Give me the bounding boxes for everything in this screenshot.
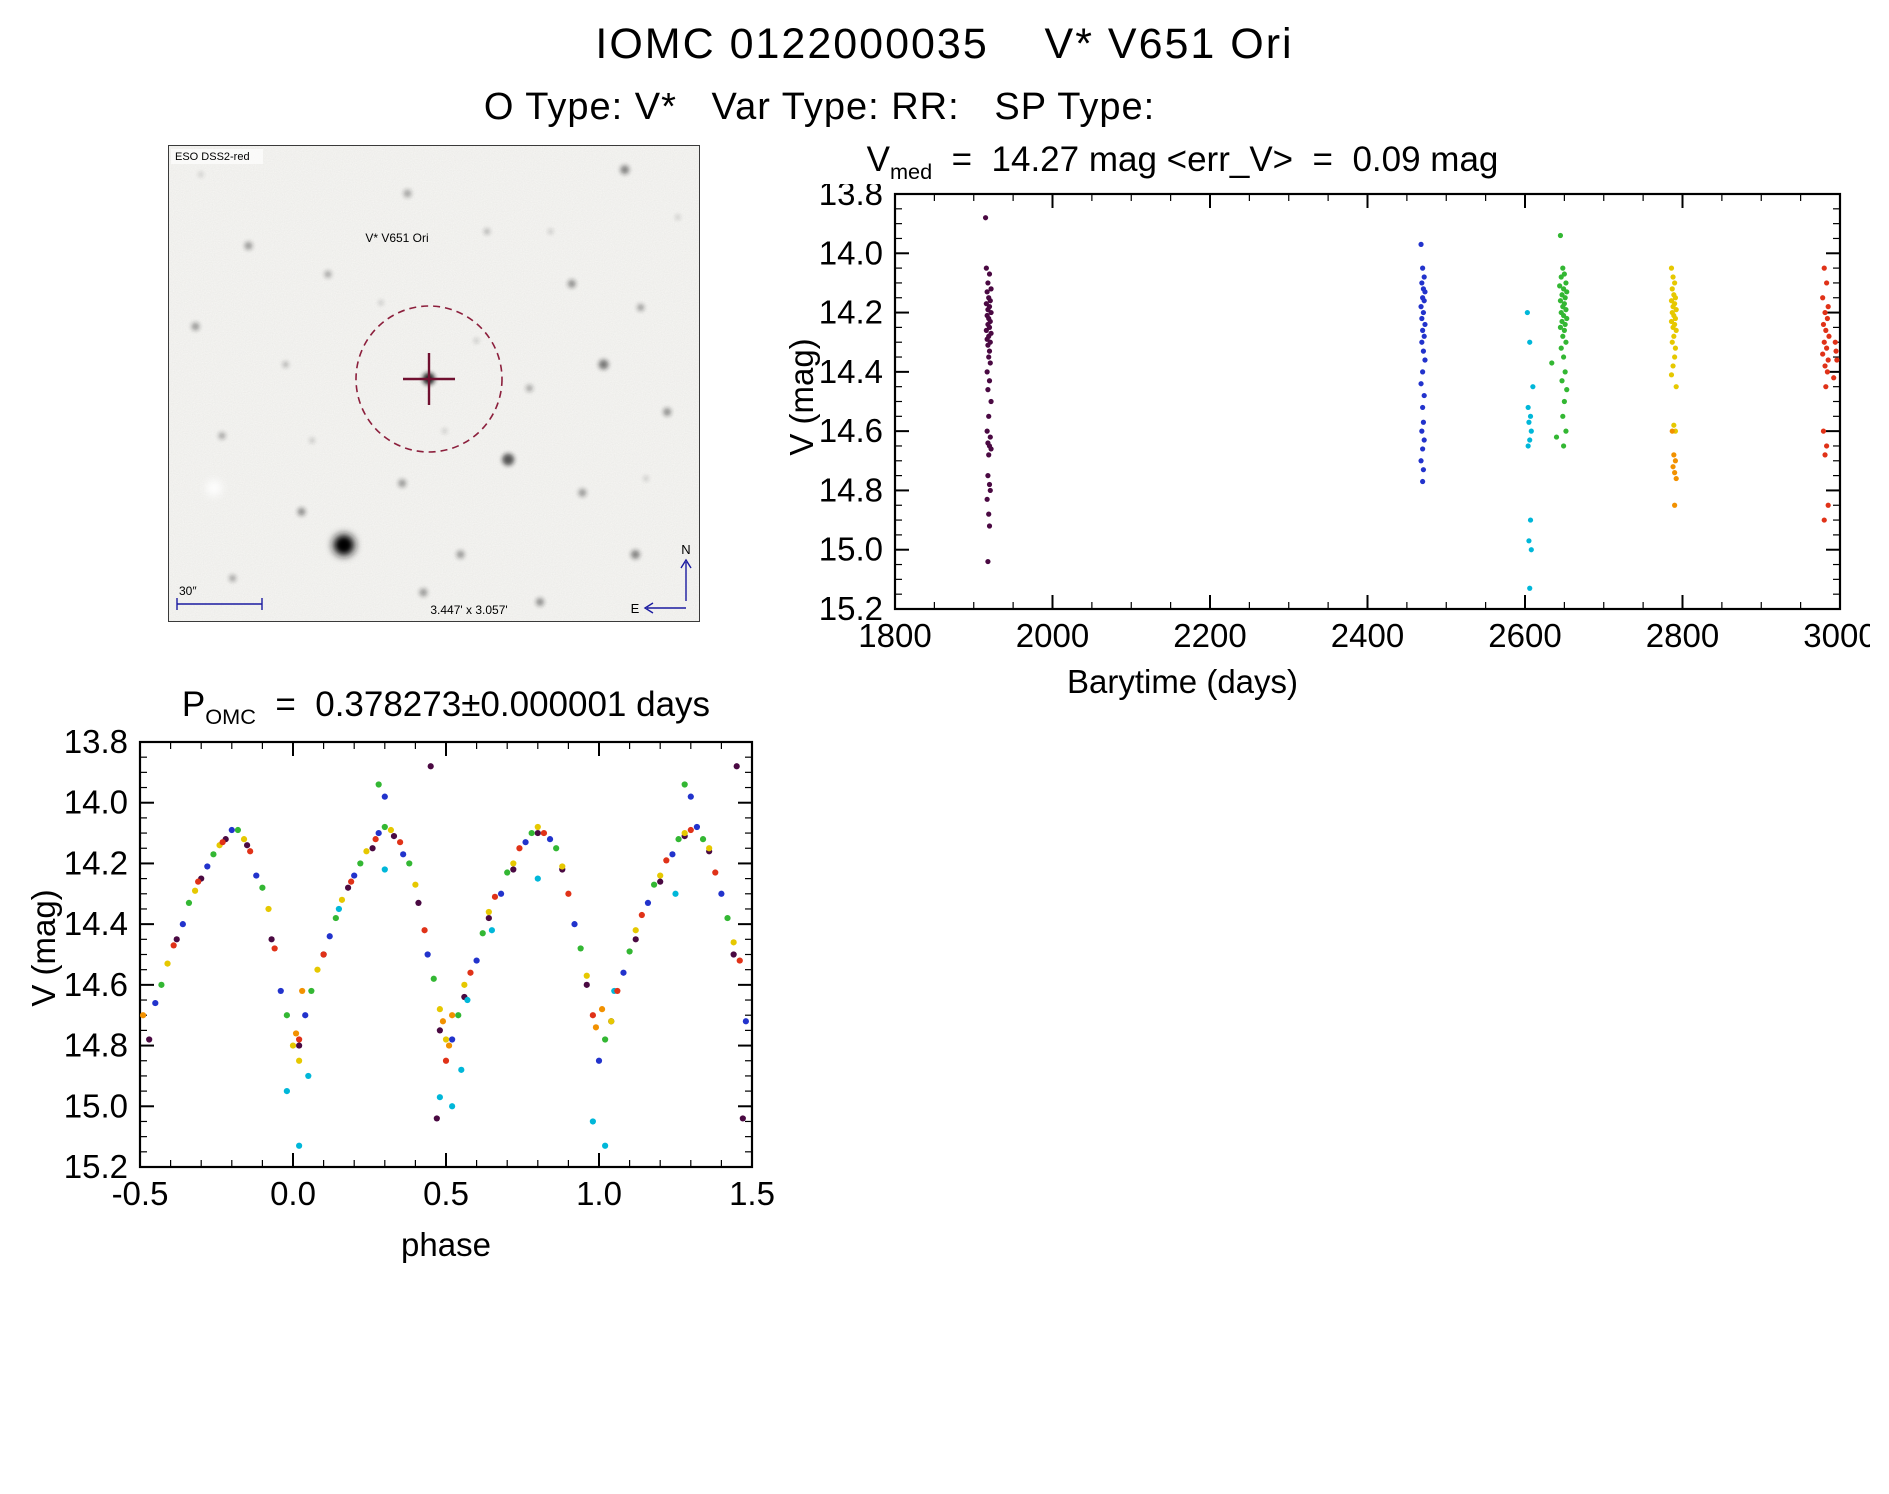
x-tick-label: 1800 bbox=[858, 617, 931, 654]
barytime-x-axis-label: Barytime (days) bbox=[1066, 663, 1299, 700]
series-epoch-5-yellow bbox=[1668, 265, 1679, 434]
survey-label: ESO DSS2-red bbox=[175, 151, 250, 163]
finding-chart: ESO DSS2-red V* V651 Ori 30″ 3.447' x 3.… bbox=[168, 145, 700, 622]
y-tick-label: 15.0 bbox=[64, 1087, 128, 1124]
y-tick-label: 14.0 bbox=[819, 234, 883, 271]
y-tick-label: 14.6 bbox=[819, 412, 883, 449]
series-epoch-5-orange bbox=[1669, 428, 1679, 508]
series-epoch-2-blue bbox=[1418, 241, 1428, 485]
series-epoch-4-green bbox=[158, 781, 731, 1043]
target-label: V* V651 Ori bbox=[365, 231, 428, 245]
page-title: IOMC 0122000035 V* V651 Ori bbox=[595, 20, 1294, 68]
sky-noise bbox=[169, 146, 699, 621]
x-tick-label: 2000 bbox=[1016, 617, 1089, 654]
target-circle bbox=[355, 305, 503, 453]
barytime-plot-svg: 1800 2000 2200 2400 2600 2800 3000 13.8 14.0 14.2… bbox=[819, 175, 1877, 654]
finding-chart-image: ESO DSS2-red V* V651 Ori 30″ 3.447' x 3.… bbox=[169, 146, 699, 621]
y-tick-label: 14.8 bbox=[819, 471, 883, 508]
series-epoch-3-cyan bbox=[283, 866, 679, 1149]
y-tick-label: 15.0 bbox=[819, 531, 883, 568]
plot-box bbox=[138, 740, 754, 1169]
phase-chart-title: POMC = 0.378273±0.000001 days bbox=[181, 685, 711, 729]
y-tick-label: 14.2 bbox=[64, 844, 128, 881]
phase-plot-svg: -0.5 0.0 0.5 1.0 1.5 13.8 14.0 14.2 14.4 14.6 14.8… bbox=[64, 723, 775, 1212]
y-tick-label: 14.0 bbox=[64, 784, 128, 821]
barytime-chart-title: Vmed = 14.27 mag <err_V> = 0.09 mag bbox=[866, 140, 1499, 184]
compass-east-label: E bbox=[631, 601, 640, 616]
series-epoch-3-cyan bbox=[1524, 309, 1536, 591]
axis-ticks bbox=[139, 741, 753, 1168]
y-tick-label: 13.8 bbox=[64, 727, 128, 760]
x-tick-label: 2600 bbox=[1488, 617, 1561, 654]
axis-ticks bbox=[894, 193, 1841, 610]
x-tick-label: 2800 bbox=[1646, 617, 1719, 654]
survey-label-chip bbox=[171, 149, 263, 164]
y-tick-label: 15.2 bbox=[819, 590, 883, 627]
x-tick-label: 0.5 bbox=[423, 1175, 469, 1212]
phase-x-axis-label: phase bbox=[401, 1226, 491, 1263]
series-epoch-6-red bbox=[170, 826, 743, 1064]
y-tick-label: 14.2 bbox=[819, 294, 883, 331]
compass: N E bbox=[631, 542, 692, 616]
scale-bar bbox=[176, 598, 263, 610]
target-marker bbox=[355, 305, 503, 453]
x-tick-label: 1.0 bbox=[576, 1175, 622, 1212]
barytime-chart: Vmed = 14.27 mag <err_V> = 0.09 mag V (m… bbox=[783, 140, 1877, 701]
axis-tick-labels: -0.5 0.0 0.5 1.0 1.5 13.8 14.0 14.2 14.4 14.6 14.8… bbox=[64, 723, 775, 1212]
series-epoch-1-purple bbox=[146, 763, 746, 1122]
y-tick-label: 14.6 bbox=[64, 966, 128, 1003]
y-tick-label: 15.2 bbox=[64, 1148, 128, 1185]
series-epoch-4-green bbox=[1549, 232, 1570, 449]
y-tick-label: 14.8 bbox=[64, 1027, 128, 1064]
x-tick-label: 0.0 bbox=[270, 1175, 316, 1212]
series-epoch-5-orange bbox=[139, 987, 606, 1049]
east-arrow-icon bbox=[643, 602, 654, 614]
phase-y-axis-label: V (mag) bbox=[25, 889, 62, 1007]
series-epoch-5-yellow bbox=[164, 823, 737, 1064]
star-field bbox=[191, 165, 681, 606]
y-tick-label: 13.8 bbox=[819, 184, 883, 212]
series-epoch-2-blue bbox=[152, 793, 749, 1064]
phase-chart: POMC = 0.378273±0.000001 days V (mag) -0… bbox=[25, 685, 820, 1264]
scale-label: 30″ bbox=[179, 584, 197, 598]
y-tick-label: 14.4 bbox=[64, 905, 128, 942]
x-tick-label: 1.5 bbox=[729, 1175, 775, 1212]
compass-north-label: N bbox=[681, 542, 690, 557]
barytime-y-axis-label: V (mag) bbox=[783, 338, 820, 456]
fov-label: 3.447' x 3.057' bbox=[430, 603, 507, 617]
x-tick-label: 2400 bbox=[1331, 617, 1404, 654]
x-tick-label: -0.5 bbox=[112, 1175, 169, 1212]
x-tick-label: 2200 bbox=[1173, 617, 1246, 654]
y-tick-label: 14.4 bbox=[819, 353, 883, 390]
page-subtitle: O Type: V* Var Type: RR: SP Type: bbox=[483, 86, 1156, 128]
axis-tick-labels: 1800 2000 2200 2400 2600 2800 3000 13.8 14.0 14.2… bbox=[819, 175, 1877, 654]
x-tick-label: 3000 bbox=[1803, 617, 1870, 654]
series-epoch-6-red bbox=[1820, 265, 1840, 523]
north-arrow-icon bbox=[680, 558, 692, 569]
plot-box bbox=[893, 192, 1842, 611]
series-epoch-1-purple bbox=[982, 215, 994, 565]
